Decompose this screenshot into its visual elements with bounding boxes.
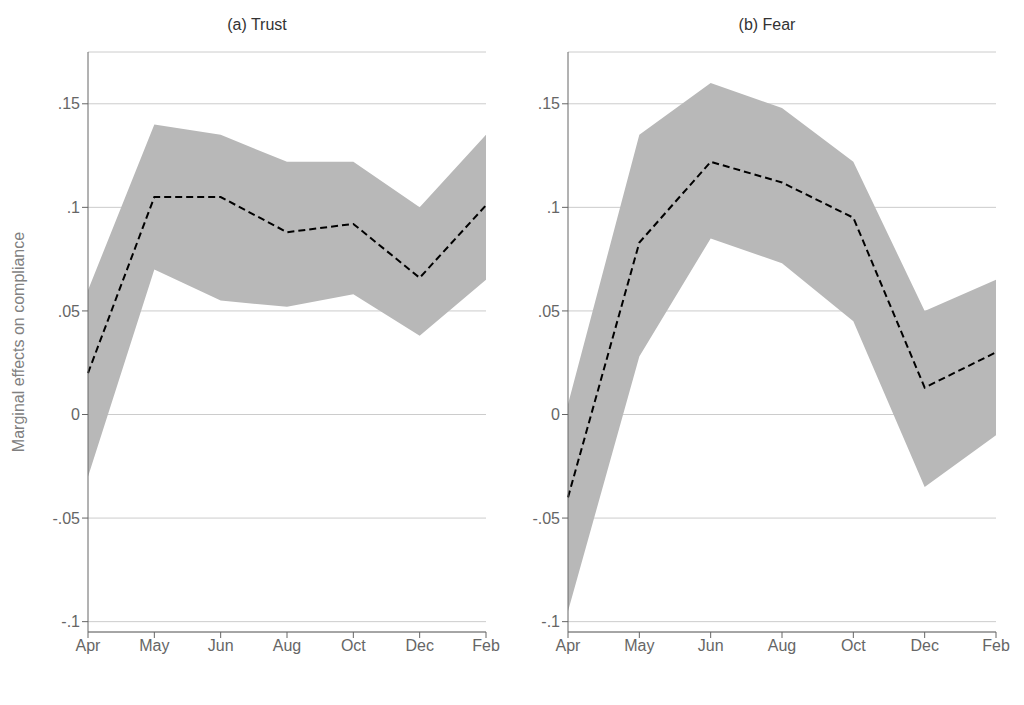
svg-text:Aug: Aug <box>273 637 301 654</box>
svg-text:Feb: Feb <box>472 637 500 654</box>
svg-text:.1: .1 <box>67 199 80 216</box>
svg-text:-.1: -.1 <box>541 613 560 630</box>
svg-text:Oct: Oct <box>341 637 366 654</box>
svg-text:Marginal effects on compliance: Marginal effects on compliance <box>10 232 27 452</box>
svg-text:.05: .05 <box>538 303 560 320</box>
svg-text:Feb: Feb <box>982 637 1010 654</box>
svg-text:-.05: -.05 <box>52 510 80 527</box>
svg-text:-.1: -.1 <box>61 613 80 630</box>
svg-text:0: 0 <box>551 406 560 423</box>
svg-text:Dec: Dec <box>910 637 938 654</box>
svg-text:May: May <box>624 637 654 654</box>
svg-text:-.05: -.05 <box>532 510 560 527</box>
svg-text:Aug: Aug <box>768 637 796 654</box>
html-text:(a) Trust: (a) Trust <box>227 16 287 33</box>
svg-text:May: May <box>139 637 169 654</box>
svg-text:Dec: Dec <box>405 637 433 654</box>
svg-text:Oct: Oct <box>841 637 866 654</box>
svg-text:.1: .1 <box>547 199 560 216</box>
svg-text:Apr: Apr <box>76 637 102 654</box>
svg-text:.15: .15 <box>538 95 560 112</box>
html-text:(b) Fear: (b) Fear <box>738 16 796 33</box>
svg-text:.05: .05 <box>58 303 80 320</box>
svg-text:Jun: Jun <box>698 637 724 654</box>
svg-text:.15: .15 <box>58 95 80 112</box>
svg-text:Apr: Apr <box>556 637 582 654</box>
svg-text:Jun: Jun <box>208 637 234 654</box>
svg-text:0: 0 <box>71 406 80 423</box>
